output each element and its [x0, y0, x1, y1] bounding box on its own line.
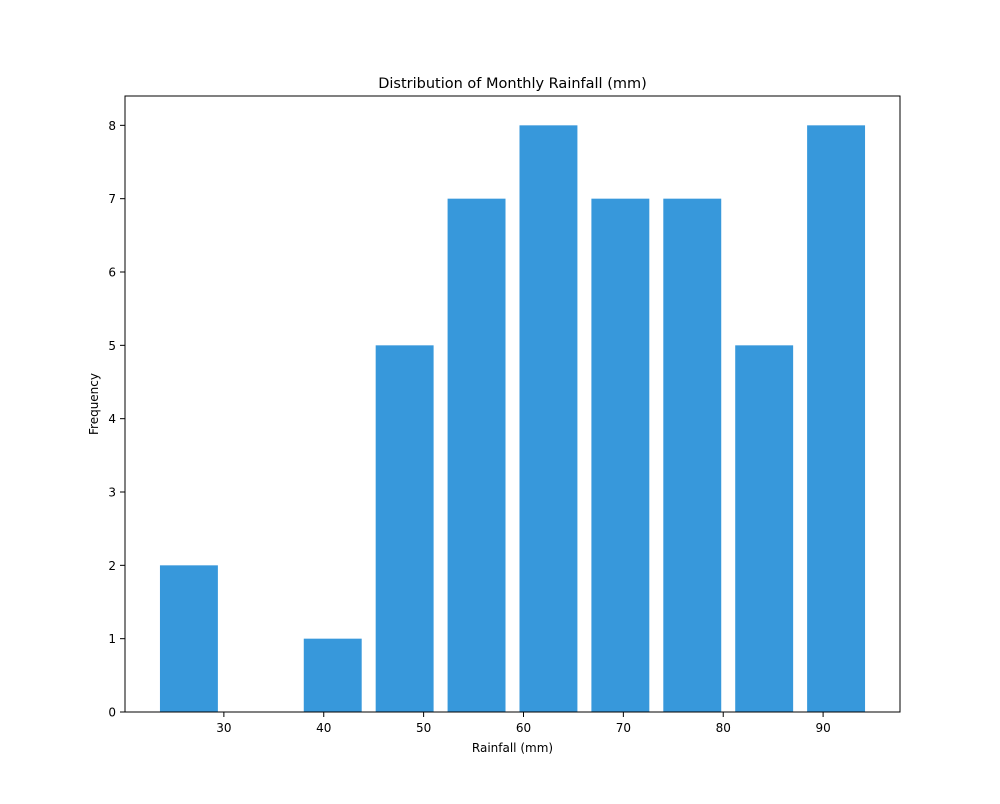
- x-tick-label: 50: [416, 721, 431, 735]
- bars-layer: [159, 125, 866, 713]
- x-tick-label: 70: [616, 721, 631, 735]
- histogram-bar-10: [807, 125, 866, 713]
- x-axis-label: Rainfall (mm): [472, 741, 553, 755]
- y-tick-label: 2: [108, 559, 116, 573]
- x-tick-label: 90: [815, 721, 830, 735]
- histogram-bar-8: [663, 198, 722, 712]
- y-axis-label: Frequency: [87, 373, 101, 435]
- histogram-bar-7: [591, 198, 650, 712]
- y-tick-label: 8: [108, 119, 116, 133]
- histogram-bar-3: [303, 638, 362, 712]
- y-tick-label: 3: [108, 486, 116, 500]
- x-tick-label: 40: [316, 721, 331, 735]
- y-tick-label: 0: [108, 706, 116, 720]
- chart-title: Distribution of Monthly Rainfall (mm): [378, 76, 647, 92]
- y-tick-label: 1: [108, 632, 116, 646]
- histogram-bar-1: [159, 565, 218, 712]
- plot-area-frame: [124, 95, 901, 713]
- ticks-layer: 30 40 50 60 70 80 90 0 1 2 3 4 5 6 7 8: [108, 119, 830, 735]
- histogram-bar-5: [447, 198, 506, 712]
- histogram-bar-9: [735, 345, 794, 712]
- y-tick-label: 7: [108, 192, 116, 206]
- x-tick-label: 60: [516, 721, 531, 735]
- histogram-bar-6: [519, 125, 578, 713]
- y-tick-label: 4: [108, 412, 116, 426]
- y-tick-label: 5: [108, 339, 116, 353]
- x-tick-label: 30: [216, 721, 231, 735]
- x-tick-label: 80: [716, 721, 731, 735]
- y-tick-label: 6: [108, 266, 116, 280]
- histogram-bar-4: [375, 345, 434, 712]
